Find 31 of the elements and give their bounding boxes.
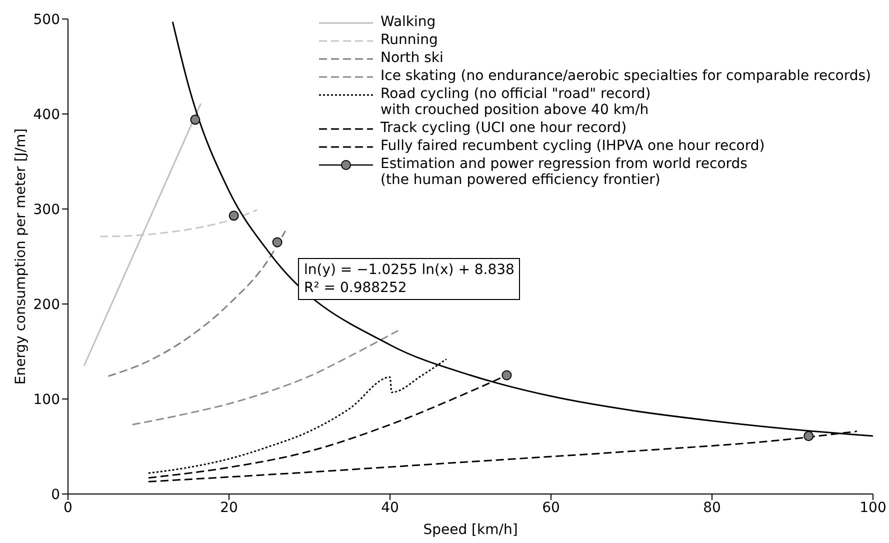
x-tick-label: 100 <box>860 500 886 516</box>
point <box>804 431 814 442</box>
x-axis-title: Speed [km/h] <box>423 522 518 538</box>
legend-label: Running <box>380 32 438 48</box>
y-tick-label: 500 <box>33 12 60 28</box>
legend-label: North ski <box>380 50 444 66</box>
point <box>272 237 282 248</box>
x-tick-label: 80 <box>703 500 721 516</box>
point <box>502 370 512 380</box>
legend-label: Estimation and power regression from world records (the human powered efficiency frontier) <box>380 156 748 188</box>
x-tick-label: 20 <box>220 500 238 516</box>
y-tick-label: 200 <box>33 296 60 313</box>
legend-label: Track cycling (UCI one hour record) <box>380 120 627 136</box>
legend-label: Ice skating (no endurance/aerobic specialties for comparable records) <box>380 68 871 84</box>
point <box>190 114 200 125</box>
y-tick-label: 0 <box>51 486 60 503</box>
legend-label: Walking <box>380 14 436 30</box>
y-tick-label: 400 <box>33 106 60 123</box>
y-tick-label: 300 <box>33 202 60 218</box>
x-tick-label: 0 <box>64 500 72 516</box>
y-tick-label: 100 <box>33 392 60 408</box>
legend-label: Road cycling (no official "road" record) with crouched position above 40 km/h <box>380 86 651 118</box>
annotation: ln(y) = −1.0255 ln(x) + 8.838 <box>304 261 514 279</box>
line-series <box>108 230 286 377</box>
point <box>228 210 239 221</box>
annotation: R² = 0.988252 <box>304 279 408 297</box>
x-tick-label: 60 <box>542 500 560 516</box>
y-axis-title: Energy consumption per meter [J/m] <box>12 128 29 385</box>
x-tick-label: 40 <box>381 500 399 516</box>
line-series <box>132 330 399 426</box>
legend-label: Fully faired recumbent cycling (IHPVA one hour record) <box>380 138 765 154</box>
